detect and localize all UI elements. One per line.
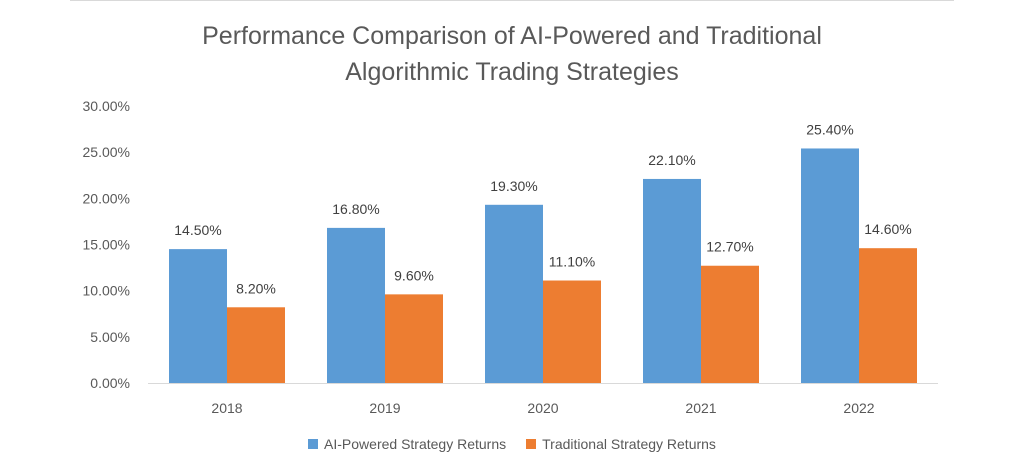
legend: AI-Powered Strategy Returns Traditional … [0, 436, 1024, 452]
bar [227, 307, 285, 383]
y-tick-label: 10.00% [83, 283, 130, 299]
bar [859, 248, 917, 383]
x-tick-label: 2020 [527, 400, 558, 416]
y-tick-label: 30.00% [83, 98, 130, 114]
data-label: 22.10% [648, 152, 695, 168]
data-label: 12.70% [706, 239, 753, 255]
x-tick-label: 2018 [211, 400, 242, 416]
legend-item-ai: AI-Powered Strategy Returns [308, 436, 506, 452]
legend-swatch-ai [308, 439, 319, 449]
legend-item-traditional: Traditional Strategy Returns [526, 436, 716, 452]
data-label: 9.60% [394, 267, 434, 283]
top-rule [70, 0, 954, 1]
bar [543, 280, 601, 383]
data-label: 16.80% [332, 201, 379, 217]
data-label: 14.60% [864, 221, 911, 237]
bar [385, 294, 443, 383]
x-tick-label: 2022 [843, 400, 874, 416]
bar-chart: 0.00% 5.00% 10.00% 15.00% 20.00% 25.00% 30.00%… [83, 98, 938, 416]
bar [169, 249, 227, 383]
bar [327, 227, 385, 383]
data-label: 14.50% [174, 222, 221, 238]
x-tick-label: 2019 [369, 400, 400, 416]
y-tick-label: 25.00% [83, 144, 130, 160]
y-tick-label: 0.00% [90, 375, 130, 391]
y-tick-label: 5.00% [90, 329, 130, 345]
x-tick-label: 2021 [685, 400, 716, 416]
y-tick-label: 20.00% [83, 190, 130, 206]
data-label: 19.30% [490, 178, 537, 194]
bar [701, 265, 759, 383]
data-label: 11.10% [549, 254, 595, 270]
chart-title-line-1: Performance Comparison of AI-Powered and… [202, 22, 822, 50]
legend-swatch-traditional [526, 439, 537, 449]
bar [643, 178, 701, 383]
data-label: 25.40% [806, 121, 853, 137]
data-label: 8.20% [236, 280, 276, 296]
legend-label-ai: AI-Powered Strategy Returns [324, 436, 507, 452]
chart-title-line-2: Algorithmic Trading Strategies [345, 58, 679, 86]
bar [485, 204, 543, 383]
legend-label-traditional: Traditional Strategy Returns [542, 436, 716, 452]
y-tick-label: 15.00% [83, 237, 130, 253]
bar [801, 148, 859, 383]
chart-title: Performance Comparison of AI-Powered and… [0, 18, 1024, 90]
